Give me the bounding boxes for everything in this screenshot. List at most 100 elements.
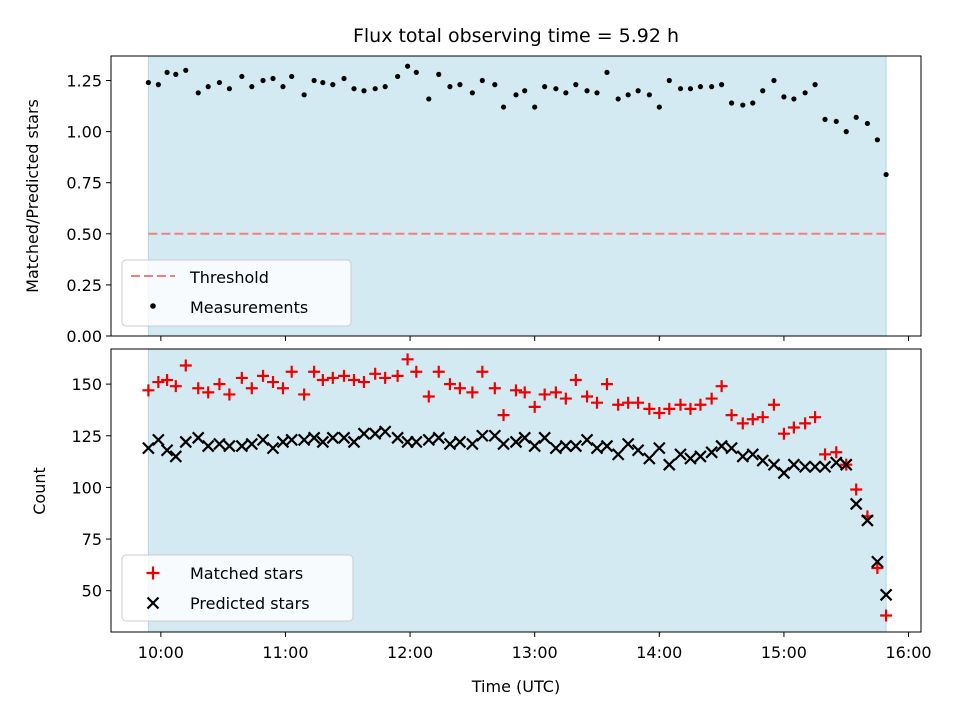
predicted-star-point — [347, 435, 361, 449]
x-tick-label: 13:00 — [512, 643, 558, 662]
measurement-point — [709, 84, 715, 90]
measurement-point — [822, 116, 828, 122]
predicted-star-point — [569, 439, 583, 453]
predicted-star-point — [631, 443, 645, 457]
predicted-star-point — [476, 429, 489, 443]
predicted-star-point — [326, 431, 340, 445]
matched-star-point — [612, 398, 625, 411]
measurements-legend-swatch — [150, 303, 156, 309]
matched-star-point — [161, 373, 174, 386]
matched-star-point — [369, 367, 382, 380]
measurement-point — [553, 86, 559, 92]
x-axis-label: Time (UTC) — [471, 677, 560, 696]
matched-star-point — [298, 388, 311, 401]
y-tick-label: 50 — [82, 582, 102, 601]
measurement-point — [436, 71, 442, 77]
matched-star-point — [466, 386, 479, 399]
matched-star-point — [276, 382, 289, 395]
matched-star-point — [600, 378, 613, 391]
matched-star-point — [663, 402, 676, 415]
measurement-point — [635, 88, 641, 94]
measurement-point — [351, 86, 357, 92]
matched-star-point — [736, 417, 749, 430]
predicted-star-point — [453, 435, 467, 449]
measurement-point — [301, 92, 307, 98]
measurement-point — [542, 84, 548, 90]
x-tick-label: 16:00 — [885, 643, 931, 662]
bottom-panel: 10:00 11:00 12:00 13:00 14:00 15:00 16:00 50 75… — [30, 348, 932, 696]
predicted-star-point — [316, 435, 330, 449]
matched-star-point — [476, 365, 489, 378]
bottom-x-axis: 10:00 11:00 12:00 13:00 14:00 15:00 16:00 — [138, 632, 932, 662]
measurement-point — [513, 92, 519, 98]
matched-star-point — [632, 396, 645, 409]
matched-star-point — [684, 402, 697, 415]
predicted-star-point — [422, 433, 436, 447]
predicted-star-point — [378, 425, 392, 438]
predicted-star-point — [777, 466, 791, 480]
y-tick-label: 150 — [71, 375, 102, 394]
matched-star-point — [830, 446, 843, 459]
predicted-star-point — [307, 431, 321, 445]
measurement-point — [573, 82, 579, 88]
predicted-star-point — [736, 450, 750, 463]
measurement-point — [625, 92, 631, 98]
measurement-point — [883, 171, 889, 178]
predicted-star-point — [694, 450, 707, 463]
predicted-star-point — [839, 458, 853, 471]
predicted-star-point — [787, 458, 801, 471]
bottom-y-axis-label: Count — [30, 467, 49, 515]
matched-star-point — [267, 376, 279, 389]
predicted-star-point — [549, 441, 563, 455]
predicted-star-point — [152, 433, 165, 447]
matched-star-point — [559, 392, 572, 405]
predicted-star-point — [391, 431, 404, 445]
measurement-point — [361, 88, 367, 94]
measurement-point — [457, 82, 463, 88]
measurement-point — [853, 114, 859, 120]
y-tick-label: 1.25 — [66, 72, 102, 91]
matched-star-point — [591, 396, 603, 409]
predicted-star-point — [798, 460, 812, 474]
predicted-star-point — [621, 437, 635, 451]
measurement-point — [864, 120, 871, 127]
measurement-point — [812, 82, 818, 88]
matched-star-point — [581, 390, 594, 403]
matched-stars-legend-swatch — [146, 566, 160, 580]
predicted-star-point — [600, 439, 614, 453]
bottom-legend-box — [121, 554, 354, 622]
measurement-point — [604, 69, 610, 75]
measurement-point — [802, 90, 808, 96]
matched-star-point — [569, 373, 582, 386]
predicted-stars-legend-label: Predicted stars — [190, 594, 310, 613]
matched-star-point — [510, 384, 522, 397]
predicted-star-point — [191, 431, 205, 445]
predicted-star-point — [611, 448, 625, 461]
matched-star-point — [787, 421, 800, 434]
matched-star-point — [538, 388, 551, 401]
y-tick-label: 0.00 — [66, 327, 102, 346]
predicted-star-point — [559, 439, 573, 453]
predicted-star-point — [849, 497, 863, 511]
matched-star-point — [192, 382, 205, 395]
predicted-star-point — [715, 439, 728, 453]
measurement-point — [426, 96, 432, 102]
matched-star-point — [488, 382, 501, 395]
predicted-star-point — [410, 435, 423, 449]
predicted-star-point — [756, 454, 770, 467]
measurement-point — [413, 69, 419, 75]
y-tick-label: 1.00 — [66, 123, 102, 142]
predicted-star-point — [466, 437, 479, 451]
measurement-point — [320, 79, 326, 86]
matched-star-point — [401, 353, 414, 366]
matched-star-point — [643, 402, 656, 415]
predicted-star-point — [518, 431, 532, 445]
matched-star-point — [871, 561, 884, 574]
predicted-star-point — [829, 456, 843, 469]
matched-star-point — [357, 376, 370, 389]
matched-star-point — [715, 380, 728, 393]
predicted-star-point — [443, 437, 457, 451]
matched-star-point — [308, 365, 321, 378]
predicted-star-point — [643, 452, 656, 465]
matched-star-point — [432, 365, 445, 378]
